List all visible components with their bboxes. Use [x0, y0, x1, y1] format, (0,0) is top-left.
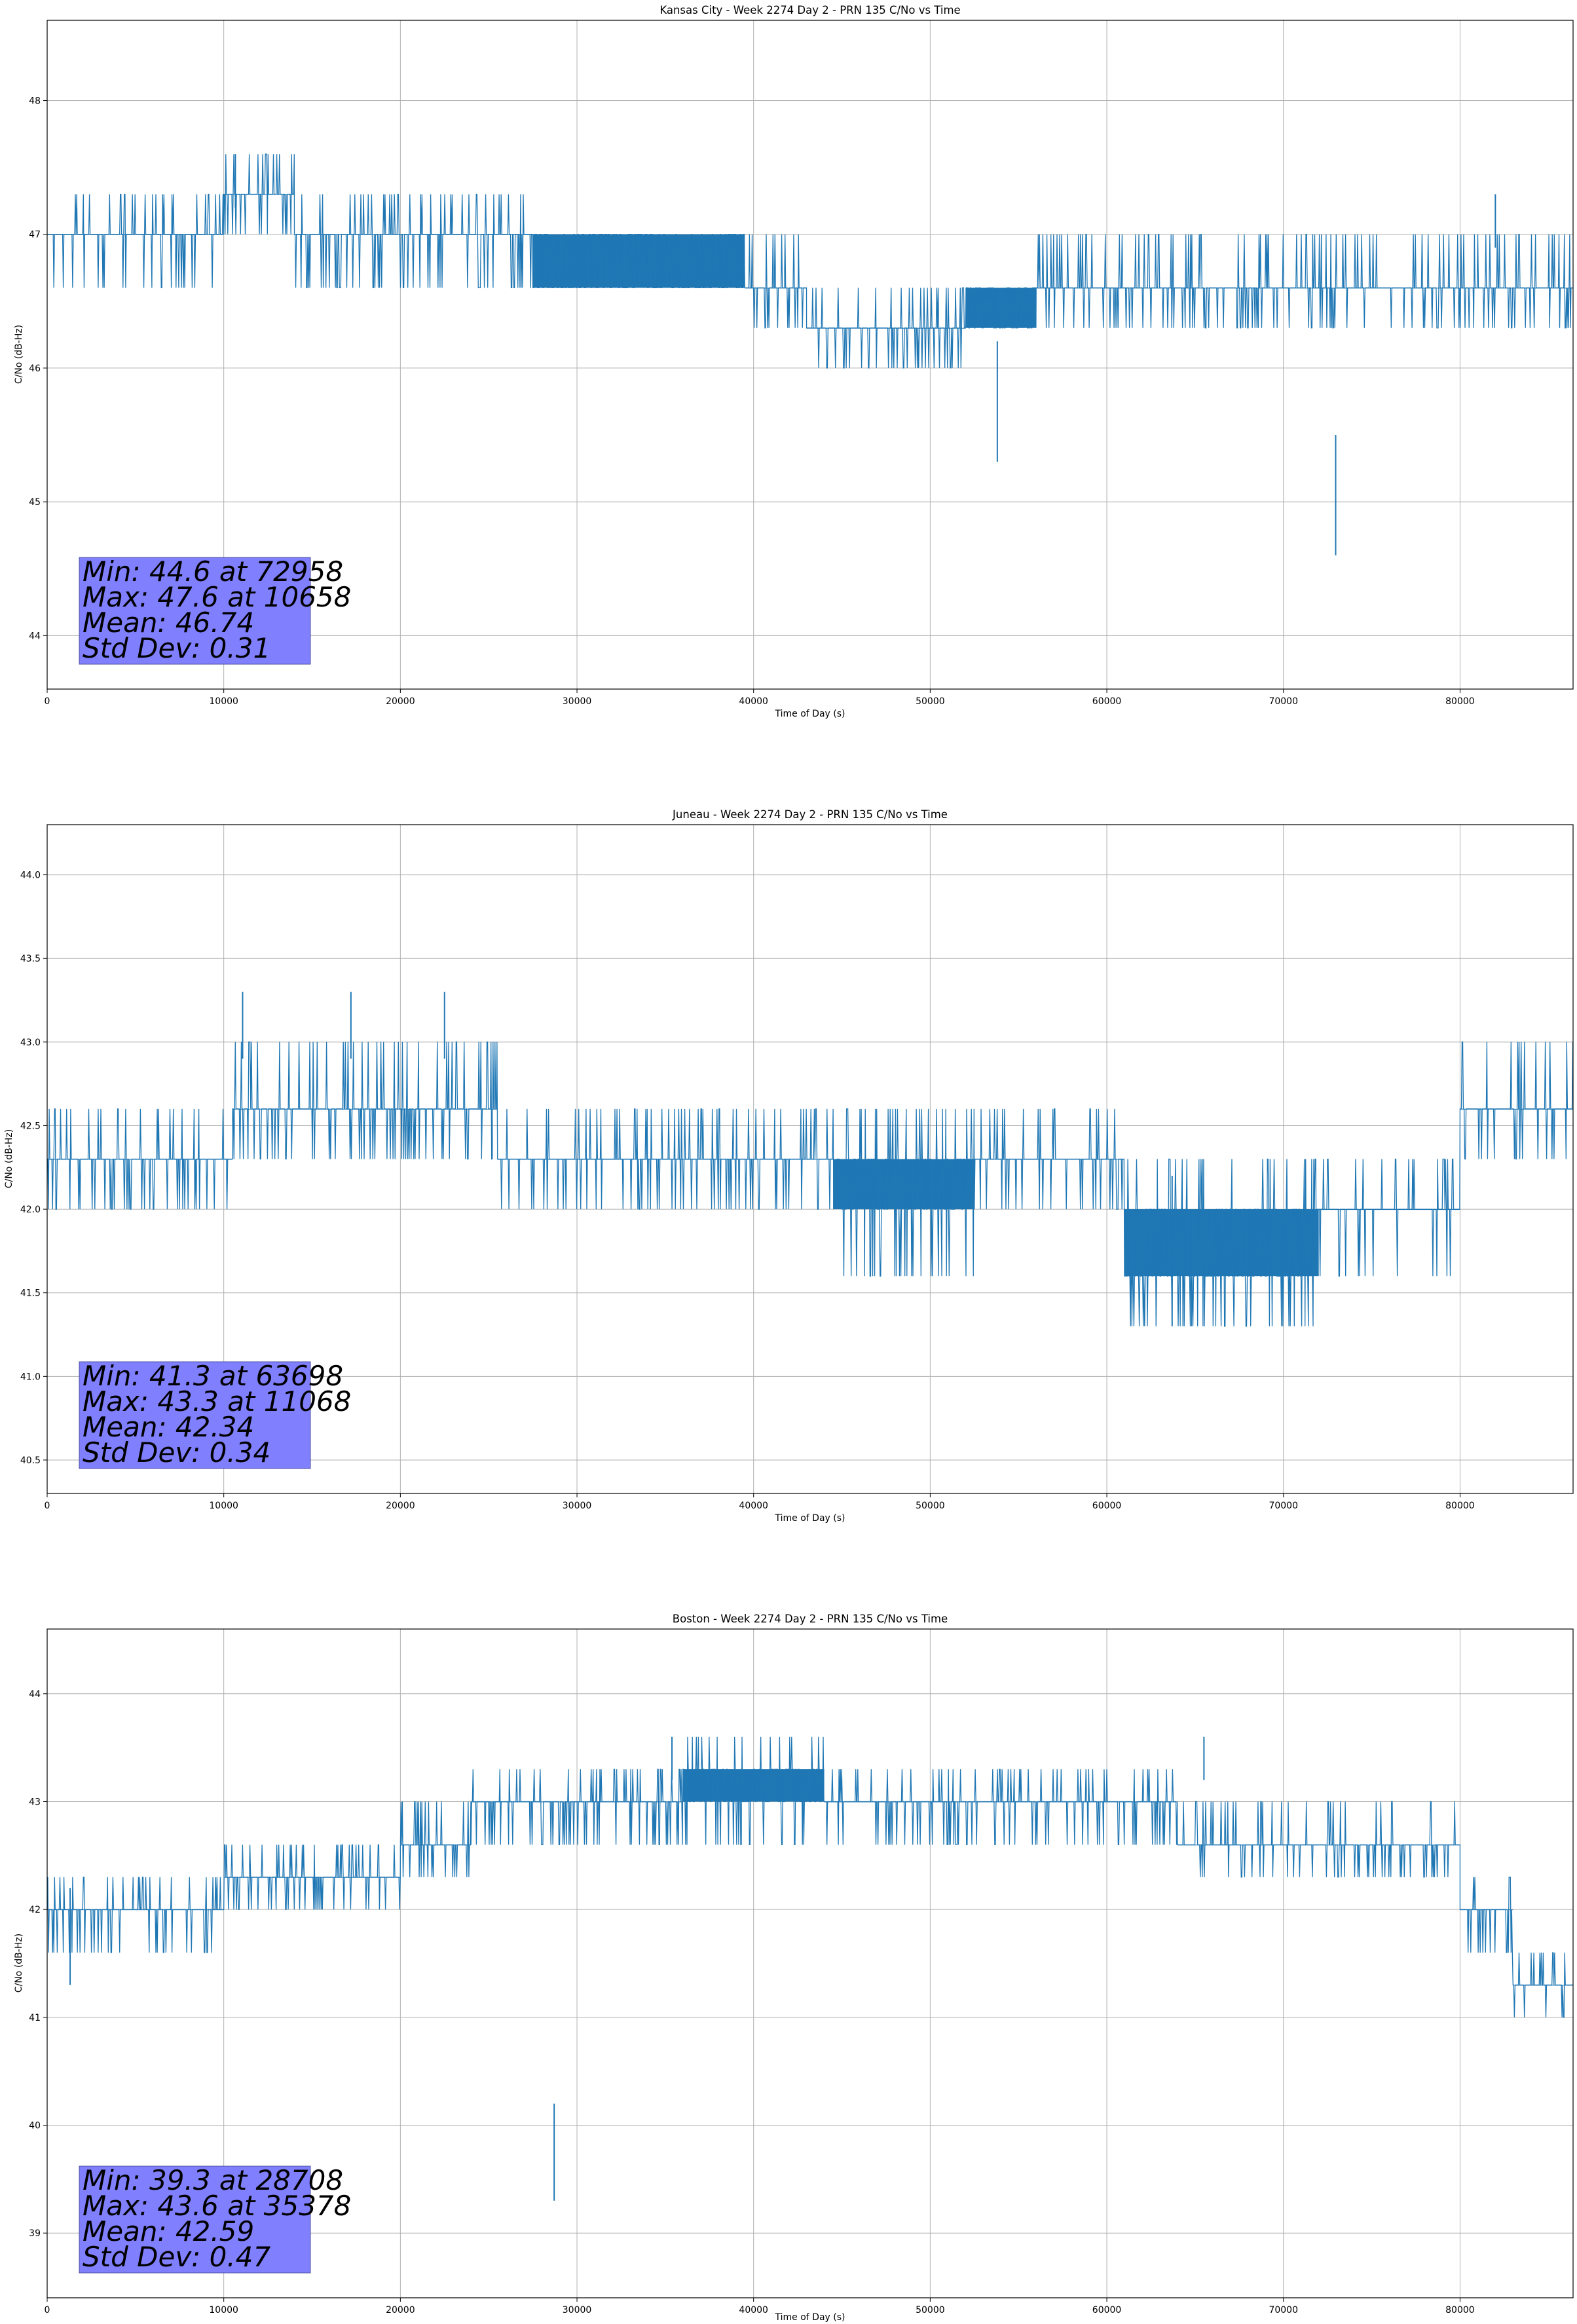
chart-1-xtick-label: 30000	[563, 1501, 592, 1511]
chart-0-title: Kansas City - Week 2274 Day 2 - PRN 135 …	[659, 4, 960, 16]
chart-0-ytick-label: 46	[29, 364, 41, 374]
chart-1-stats-std: Std Dev: 0.34	[83, 1436, 270, 1469]
chart-1-stats-background	[79, 1361, 311, 1469]
chart-0-xtick-label: 10000	[209, 696, 238, 707]
chart-1-xtick-label: 50000	[916, 1501, 945, 1511]
chart-2-ylabel: C/No (dB-Hz)	[14, 1934, 24, 1993]
chart-1-ytick-label: 42.5	[20, 1121, 41, 1131]
chart-1-frame	[46, 824, 1574, 1494]
chart-0-xtick-label: 80000	[1445, 696, 1475, 707]
chart-0-frame	[46, 20, 1574, 690]
chart-2-xtick-label: 50000	[916, 2305, 945, 2315]
chart-1-xtick-label: 40000	[739, 1501, 768, 1511]
chart-2-stats-background	[79, 2165, 311, 2274]
chart-1-ylabel: C/No (dB-Hz)	[4, 1129, 14, 1188]
chart-2-stats-min: Min: 39.3 at 28708	[83, 2164, 343, 2196]
chart-2-ytick-label: 40	[29, 2121, 41, 2131]
chart-0-ytick-label: 45	[29, 497, 41, 508]
chart-2-xtick-label: 80000	[1445, 2305, 1475, 2315]
chart-0-stats-min: Min: 44.6 at 72958	[83, 555, 343, 588]
chart-panel-kansas-city: 0 10000 20000 30000 40000 50000 60000 70000 8000…	[14, 4, 1574, 719]
chart-2-ytick-label: 43	[29, 1797, 41, 1807]
chart-0-xtick-label: 0	[45, 696, 50, 707]
chart-2-xtick-label: 40000	[739, 2305, 768, 2315]
chart-1-band	[1460, 1108, 1573, 1110]
chart-1-ytick-label: 40.5	[20, 1455, 41, 1466]
chart-2-stats-box: Min: 39.3 at 28708 Max: 43.6 at 35378 Me…	[79, 2164, 351, 2274]
chart-panel-juneau: 0 10000 20000 30000 40000 50000 60000 70000 8000…	[4, 808, 1574, 1524]
chart-2-data	[46, 1736, 1573, 2201]
chart-1-ytick-label: 41.5	[20, 1288, 41, 1299]
chart-2-xtick-label: 10000	[209, 2305, 238, 2315]
chart-0-xtick-label: 50000	[916, 696, 945, 707]
chart-2-xtick-label: 60000	[1092, 2305, 1122, 2315]
chart-2-series-line	[46, 1736, 1573, 2018]
chart-1-ytick-label: 44.0	[20, 871, 41, 881]
chart-1-stats-box: Min: 41.3 at 63698 Max: 43.3 at 11068 Me…	[79, 1360, 351, 1469]
chart-0-ticks: 0 10000 20000 30000 40000 50000 60000 70000 8000…	[29, 96, 1475, 707]
chart-1-xtick-label: 80000	[1445, 1501, 1475, 1511]
chart-2-xtick-label: 20000	[386, 2305, 415, 2315]
chart-1-stats-mean: Mean: 42.34	[83, 1411, 254, 1443]
chart-0-stats-max: Max: 47.6 at 10658	[83, 581, 351, 613]
chart-1-ytick-label: 43.0	[20, 1038, 41, 1048]
chart-0-xtick-label: 30000	[563, 696, 592, 707]
chart-2-frame	[46, 1628, 1574, 2298]
chart-2-ytick-label: 42	[29, 1905, 41, 1915]
chart-1-stats-min: Min: 41.3 at 63698	[83, 1360, 343, 1392]
chart-2-xlabel: Time of Day (s)	[775, 2312, 845, 2323]
chart-0-ytick-label: 47	[29, 230, 41, 240]
chart-1-xlabel: Time of Day (s)	[775, 1513, 845, 1524]
chart-panel-boston: 0 10000 20000 30000 40000 50000 60000 70000 8000…	[14, 1613, 1574, 2323]
chart-1-ytick-label: 42.0	[20, 1205, 41, 1215]
chart-2-stats-std: Std Dev: 0.47	[83, 2241, 270, 2273]
chart-0-stats-mean: Mean: 46.74	[83, 607, 254, 639]
chart-0-xtick-label: 40000	[739, 696, 768, 707]
chart-2-ytick-label: 41	[29, 2013, 41, 2023]
chart-0-data	[47, 153, 1573, 555]
chart-2-stats-max: Max: 43.6 at 35378	[83, 2190, 351, 2222]
chart-0-series-line	[47, 153, 1572, 369]
chart-1-xtick-label: 60000	[1092, 1501, 1122, 1511]
chart-2-xtick-label: 30000	[563, 2305, 592, 2315]
chart-0-xtick-label: 70000	[1269, 696, 1298, 707]
chart-0-xtick-label: 60000	[1092, 696, 1122, 707]
chart-1-ytick-label: 41.0	[20, 1372, 41, 1382]
chart-0-stats-background	[79, 557, 311, 665]
chart-1-xtick-label: 70000	[1269, 1501, 1298, 1511]
chart-2-title: Boston - Week 2274 Day 2 - PRN 135 C/No …	[673, 1613, 948, 1625]
chart-1-ytick-label: 43.5	[20, 954, 41, 964]
chart-1-series-line	[47, 1041, 1574, 1327]
chart-0-ytick-label: 48	[29, 96, 41, 107]
chart-2-ytick-label: 39	[29, 2228, 41, 2239]
chart-2-xtick-label: 0	[45, 2305, 50, 2315]
chart-2-ytick-label: 44	[29, 1689, 41, 1700]
chart-1-ticks: 0 10000 20000 30000 40000 50000 60000 70000 8000…	[20, 871, 1475, 1511]
chart-1-xtick-label: 10000	[209, 1501, 238, 1511]
chart-2-xtick-label: 70000	[1269, 2305, 1298, 2315]
chart-1-title: Juneau - Week 2274 Day 2 - PRN 135 C/No …	[672, 808, 948, 821]
chart-0-ytick-label: 44	[29, 631, 41, 641]
chart-0-stats-box: Min: 44.6 at 72958 Max: 47.6 at 10658 Me…	[79, 555, 351, 665]
chart-0-xtick-label: 20000	[386, 696, 415, 707]
chart-0-ylabel: C/No (dB-Hz)	[14, 325, 24, 384]
chart-2-stats-mean: Mean: 42.59	[83, 2215, 254, 2247]
chart-1-data	[47, 992, 1574, 1327]
chart-1-stats-max: Max: 43.3 at 11068	[83, 1385, 351, 1417]
chart-0-grid	[46, 20, 1573, 689]
chart-1-xtick-label: 20000	[386, 1501, 415, 1511]
chart-2-ticks: 0 10000 20000 30000 40000 50000 60000 70000 8000…	[29, 1689, 1475, 2315]
chart-1-xtick-label: 0	[45, 1501, 50, 1511]
chart-0-stats-std: Std Dev: 0.31	[83, 632, 270, 664]
chart-0-xlabel: Time of Day (s)	[775, 709, 845, 719]
